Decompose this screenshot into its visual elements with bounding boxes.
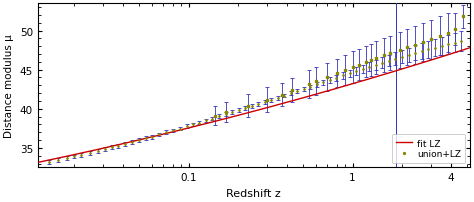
fit LZ [352, 82, 357, 85]
union+LZ [406, 54, 411, 57]
Legend: fit LZ, union+LZ: fit LZ, union+LZ [392, 134, 465, 163]
fit LZ [471, 46, 474, 48]
Y-axis label: Distance modulus μ: Distance modulus μ [4, 34, 14, 138]
fit LZ [309, 95, 315, 97]
fit LZ [87, 150, 93, 153]
Line: union+LZ: union+LZ [47, 40, 463, 164]
fit LZ [35, 161, 41, 164]
union+LZ [137, 139, 142, 142]
union+LZ [452, 42, 457, 45]
Line: fit LZ: fit LZ [38, 47, 474, 163]
fit LZ [350, 83, 356, 85]
union+LZ [458, 41, 464, 43]
union+LZ [46, 161, 52, 163]
X-axis label: Redshift z: Redshift z [227, 188, 281, 198]
fit LZ [208, 122, 213, 124]
fit LZ [177, 129, 183, 132]
union+LZ [301, 88, 307, 91]
union+LZ [87, 152, 93, 154]
union+LZ [164, 132, 169, 134]
